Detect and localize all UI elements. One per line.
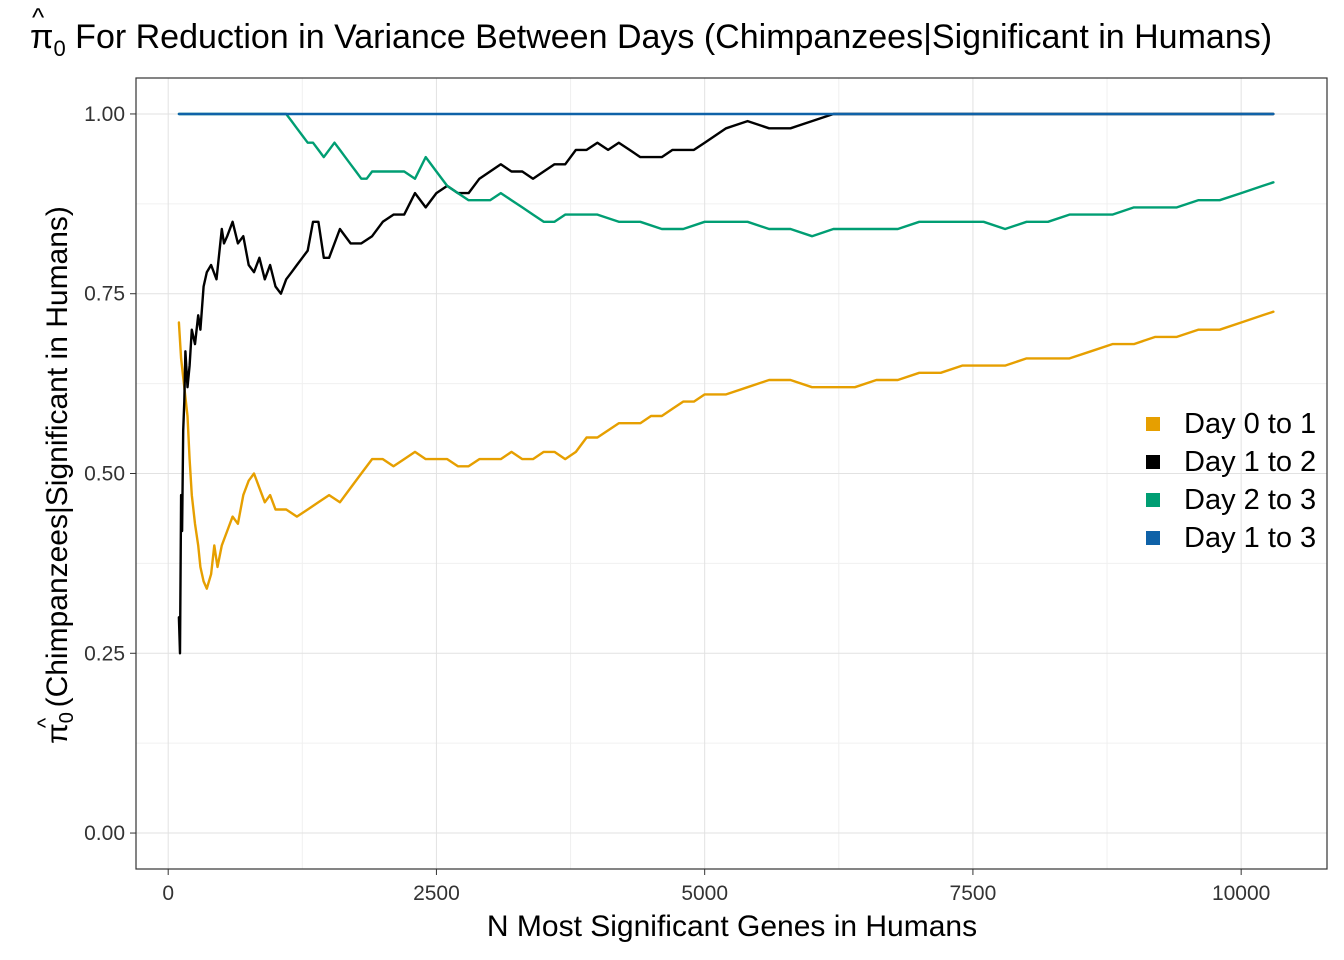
pi-hat-symbol: π ^ 0: [30, 2, 66, 61]
series-line-3: [177, 112, 1275, 238]
legend-item: Day 0 to 1: [1146, 405, 1316, 443]
legend: Day 0 to 1 Day 1 to 2 Day 2 to 3 Day 1 to 3: [1146, 405, 1316, 557]
x-tick-label: 2500: [413, 882, 460, 905]
legend-key: [1146, 493, 1160, 507]
legend-key: [1146, 531, 1160, 545]
x-tick-label: 7500: [950, 882, 997, 905]
y-tick-label: 0.00: [84, 822, 125, 845]
y-tick-label: 0.25: [84, 642, 125, 665]
legend-label: Day 1 to 3: [1184, 521, 1317, 554]
y-tick-label: 0.75: [84, 283, 125, 306]
chart-title: π ^ 0 For Reduction in Variance Between Da…: [30, 2, 1273, 61]
y-tick-label: 1.00: [84, 103, 125, 126]
series-line-1: [177, 310, 1275, 590]
legend-label: Day 2 to 3: [1184, 483, 1317, 516]
plot-panel-border: [135, 77, 1328, 870]
chart-title-text: For Reduction in Variance Between Days (…: [75, 18, 1273, 56]
x-tick-label: 0: [162, 882, 174, 905]
x-tick-label: 5000: [681, 882, 728, 905]
legend-key: [1146, 417, 1160, 431]
legend-label: Day 0 to 1: [1184, 407, 1317, 440]
y-tick-label: 0.50: [84, 463, 125, 486]
legend-item: Day 1 to 3: [1146, 519, 1316, 557]
series-line-2: [177, 112, 1275, 655]
x-axis-label: N Most Significant Genes in Humans: [486, 910, 978, 943]
legend-label: Day 1 to 2: [1184, 445, 1317, 478]
legend-item: Day 1 to 2: [1146, 443, 1316, 481]
legend-item: Day 2 to 3: [1146, 481, 1316, 519]
x-tick-label: 10000: [1212, 882, 1270, 905]
legend-key: [1146, 455, 1160, 469]
